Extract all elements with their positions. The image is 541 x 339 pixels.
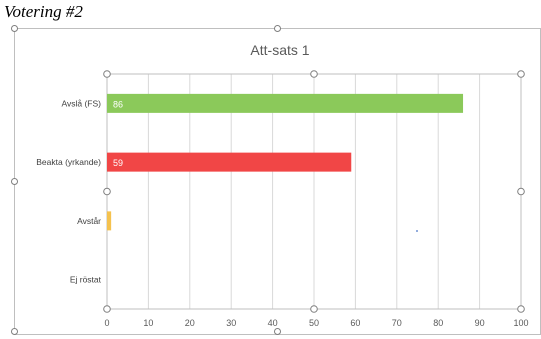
category-label: Beakta (yrkande): [36, 157, 101, 167]
category-label: Ej röstat: [70, 275, 102, 285]
stray-dot: [416, 230, 418, 232]
plot-resize-handle[interactable]: [104, 71, 111, 78]
data-label: 86: [113, 99, 123, 109]
bar: [107, 94, 463, 113]
plot-resize-handle[interactable]: [104, 306, 111, 313]
category-label: Avstår: [77, 216, 101, 226]
x-tick-label: 60: [350, 318, 360, 328]
x-tick-label: 30: [226, 318, 236, 328]
category-label: Avslå (FS): [61, 98, 101, 108]
plot-resize-handle[interactable]: [518, 188, 525, 195]
plot-resize-handle[interactable]: [104, 188, 111, 195]
x-tick-label: 20: [185, 318, 195, 328]
bar: [107, 153, 351, 172]
x-tick-label: 90: [475, 318, 485, 328]
x-tick-label: 40: [268, 318, 278, 328]
bars: [107, 94, 463, 231]
plot-resize-handle[interactable]: [518, 306, 525, 313]
category-labels: Avslå (FS) Beakta (yrkande) Avstår Ej rösta…: [36, 98, 101, 284]
x-tick-label: 50: [309, 318, 319, 328]
plot-resize-handle[interactable]: [311, 306, 318, 313]
data-label: 59: [113, 158, 123, 168]
x-tick-label: 0: [104, 318, 109, 328]
x-axis-ticks: 0 10 20 30 40 50 60 70 80 90 100: [104, 318, 528, 328]
chart-title: Att-sats 1: [250, 42, 309, 58]
bar: [107, 211, 111, 230]
x-tick-label: 10: [143, 318, 153, 328]
plot-resize-handle[interactable]: [518, 71, 525, 78]
x-tick-label: 100: [513, 318, 528, 328]
plot-resize-handle[interactable]: [311, 71, 318, 78]
x-tick-label: 70: [392, 318, 402, 328]
x-tick-label: 80: [433, 318, 443, 328]
